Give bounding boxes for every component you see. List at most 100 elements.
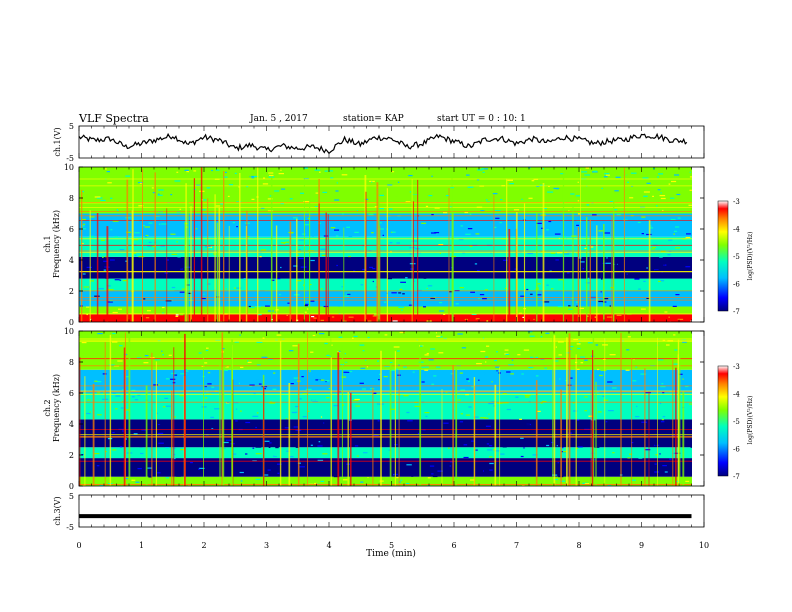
ch1-spectrogram-speckle <box>536 222 542 224</box>
ch1-spectrogram-speckle <box>592 214 597 216</box>
ch2-spectrogram-speckle <box>122 389 124 391</box>
ch2-spectrogram-speckle <box>427 356 434 358</box>
ch1-spectrogram-speckle <box>392 320 398 322</box>
ch2-spectrogram-speckle <box>547 350 553 352</box>
ch1-spectrogram-speckle <box>145 317 150 319</box>
ch1-spectrogram-speckle <box>206 187 211 189</box>
ch1-spectrogram-speckle <box>303 201 310 203</box>
ch1-spectrogram-speckle <box>195 228 198 230</box>
ch1-spectrogram-speckle <box>426 287 428 289</box>
ch1-spectrogram-speckle <box>408 175 413 177</box>
ch2-spectrogram-speckle <box>257 400 262 402</box>
ch2-spectrogram-speckle <box>496 370 498 372</box>
ch1-spectrogram-speckle <box>160 245 165 247</box>
ch2-spectrogram-speckle <box>102 373 107 375</box>
ch2-spectrogram-speckle <box>325 422 330 424</box>
ch2-spectrogram-speckle <box>685 385 689 388</box>
ch1-spectrogram-speckle <box>614 190 619 192</box>
ch1-spectrogram-speckle <box>593 315 599 317</box>
ch1-spectrogram-speckle <box>577 181 579 183</box>
ch2-spectrogram-speckle <box>526 466 533 468</box>
ch2-spectrogram-speckle <box>197 419 201 421</box>
ch1-spectrogram-speckle <box>586 310 592 312</box>
ch1-spectrogram-speckle <box>175 314 179 316</box>
ch1-spectrogram-speckle <box>568 308 574 310</box>
ch2-spectrogram-speckle <box>117 360 123 362</box>
ch2-spectrogram-speckle <box>414 439 417 441</box>
ch1-spectrogram-speckle <box>603 295 609 297</box>
ch1-spectrogram-speckle <box>660 280 665 282</box>
ch2-spectrogram-speckle <box>120 422 123 424</box>
ch2-spectrogram-speckle <box>161 350 163 352</box>
ch1-spectrogram-speckle <box>241 186 245 188</box>
ch1-spectrogram-speckle <box>179 291 185 293</box>
ch2-spectrogram-speckle <box>163 458 169 460</box>
ch2-spectrogram-speckle <box>249 385 253 387</box>
ch2-spectrogram-speckle <box>253 383 255 385</box>
ch2-spectrogram-speckle <box>584 359 588 361</box>
ch1-spectrogram-speckle <box>454 239 459 241</box>
ch2-spectrogram-speckle <box>236 458 240 461</box>
ch2-spectrogram-ytick: 2 <box>69 451 74 460</box>
ch1-spectrogram-speckle <box>82 223 86 225</box>
ch1-spectrogram-speckle <box>107 301 113 303</box>
ch2-spectrogram-speckle <box>288 350 294 352</box>
ch1-spectrogram-speckle <box>310 259 315 262</box>
start-time-label: start UT = 0 : 10: 1 <box>437 114 526 124</box>
ch2-spectrogram <box>79 331 692 486</box>
ch1-spectrogram-speckle <box>230 241 237 244</box>
x-tick-label: 10 <box>699 541 709 550</box>
ch2-spectrogram-speckle <box>659 402 662 404</box>
ch1-spectrogram-speckle <box>253 286 259 288</box>
ch2-spectrogram-speckle <box>529 335 535 337</box>
ch1-spectrogram-speckle <box>581 283 588 285</box>
ch2-spectrogram-speckle <box>166 469 172 471</box>
ch1-spectrogram-speckle <box>289 198 293 200</box>
ch1-spectrogram-speckle <box>462 252 466 254</box>
ch2-spectrogram-ytick: 0 <box>69 482 74 491</box>
ch2-spectrogram-speckle <box>108 364 115 366</box>
ch2-spectrogram-speckle <box>344 353 346 355</box>
ch1-spectrogram-speckle <box>601 187 603 189</box>
ch1-spectrogram-speckle <box>641 262 646 264</box>
ch2-spectrogram-speckle <box>515 396 519 398</box>
ch1-spectrogram-speckle <box>635 173 638 175</box>
ch1-spectrogram-speckle <box>372 280 374 283</box>
ch1-spectrogram-speckle <box>689 171 691 173</box>
ch2-spectrogram-speckle <box>565 352 571 354</box>
ch1-spectrogram-speckle <box>304 311 307 313</box>
ch1-spectrogram-speckle <box>114 259 120 262</box>
ch1-spectrogram-speckle <box>255 240 262 242</box>
ch1-spectrogram-speckle <box>389 259 392 261</box>
ch1-spectrogram-speckle <box>323 291 326 293</box>
ch2-spectrogram-speckle <box>256 364 261 366</box>
ch2-spectrogram-speckle <box>340 350 344 352</box>
ch1-spectrogram-speckle <box>220 203 224 205</box>
ch2-spectrogram-speckle <box>517 354 521 356</box>
ch2-spectrogram-speckle <box>135 481 140 483</box>
ch1-spectrogram-speckle <box>301 233 306 235</box>
ch2-spectrogram-speckle <box>414 444 419 446</box>
ch1-spectrogram-speckle <box>659 256 663 258</box>
ch2-spectrogram-speckle <box>105 375 109 377</box>
ch1-spectrogram-speckle <box>400 281 406 283</box>
ch2-spectrogram-speckle <box>223 379 230 381</box>
ch1-panel: 5 -5 ch.1(V) <box>53 122 705 163</box>
ch1-spectrogram-speckle <box>621 254 626 256</box>
ch1-spectrogram-speckle <box>273 320 275 322</box>
ch2-spectrogram-speckle <box>414 445 420 447</box>
ch1-spectrogram-speckle <box>486 320 489 322</box>
ch1-spectrogram-speckle <box>690 320 692 322</box>
ch1-spectrogram-speckle <box>431 214 434 216</box>
ch1-spectrogram-speckle <box>119 249 125 251</box>
ch1-spectrogram-speckle <box>290 169 295 172</box>
ch1-spectrogram-speckle <box>259 256 262 258</box>
ch2-spectrogram-speckle <box>373 434 379 437</box>
ch1-spectrogram-speckle <box>236 310 242 312</box>
ch2-spectrogram-speckle <box>219 471 223 473</box>
ch2-spectrogram-speckle <box>480 417 486 419</box>
ch1-spectrogram-speckle <box>579 307 584 309</box>
ch2-spectrogram-speckle <box>550 382 553 384</box>
ch2-spectrogram-speckle <box>407 420 413 422</box>
ch1-spectrogram-speckle <box>81 242 84 245</box>
